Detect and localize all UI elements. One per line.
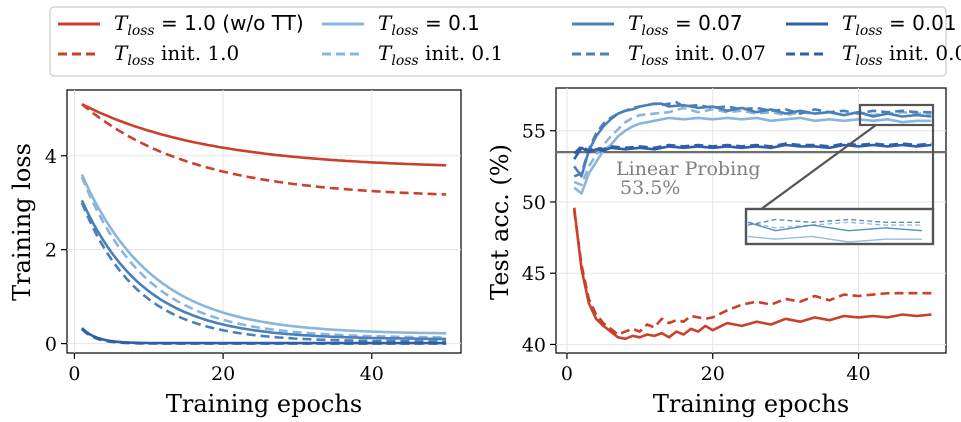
left-series bbox=[80, 102, 447, 345]
y-tick-label: 4 bbox=[45, 146, 57, 168]
zoom-source-box bbox=[858, 103, 935, 127]
x-tick-label: 20 bbox=[211, 363, 235, 385]
legend-label: Tloss init. 0.07 bbox=[628, 41, 766, 69]
legend-item-red_solid: Tloss = 1.0 (w/o TT) bbox=[58, 11, 304, 39]
zoom-connector-left bbox=[759, 124, 877, 211]
series-line bbox=[80, 199, 447, 341]
y-tick-label: 0 bbox=[45, 334, 57, 356]
legend-label: Tloss init. 0.01 bbox=[842, 41, 961, 69]
legend-item-c01_solid: Tloss = 0.1 bbox=[322, 11, 480, 39]
legend-item-c001_solid: Tloss = 0.01 bbox=[786, 11, 957, 39]
left-plot-frame bbox=[66, 89, 462, 354]
left-grid bbox=[67, 90, 461, 353]
legend-label: Tloss = 0.07 bbox=[628, 11, 743, 39]
legend-item-c001_dash: Tloss init. 0.01 bbox=[786, 41, 961, 69]
x-tick-label: 0 bbox=[561, 363, 573, 385]
series-line bbox=[81, 102, 447, 167]
series-line bbox=[573, 100, 932, 178]
zoom-series-line bbox=[747, 221, 922, 229]
x-tick-label: 40 bbox=[846, 363, 870, 385]
legend-item-c007_dash: Tloss init. 0.07 bbox=[572, 41, 766, 69]
right-panel: Linear Probing 53.5% 0 20 40 40 45 50 55 Trai… bbox=[486, 87, 947, 418]
series-line bbox=[80, 202, 447, 343]
x-tick-label: 40 bbox=[360, 363, 384, 385]
legend-label: Tloss = 0.01 bbox=[842, 11, 957, 39]
x-tick-label: 20 bbox=[701, 363, 725, 385]
zoom-inset-series bbox=[747, 218, 922, 243]
y-tick-label: 50 bbox=[522, 192, 546, 214]
x-tick-label: 0 bbox=[68, 363, 80, 385]
zoom-inset bbox=[744, 207, 935, 246]
series-line bbox=[573, 143, 932, 160]
series-line bbox=[572, 210, 932, 336]
y-tick-label: 55 bbox=[522, 121, 546, 143]
linear-probing-value: 53.5% bbox=[620, 177, 680, 199]
left-x-axis: 0 20 40 bbox=[68, 353, 384, 385]
series-line bbox=[572, 207, 932, 341]
series-line bbox=[80, 173, 447, 335]
y-tick-label: 40 bbox=[522, 334, 546, 356]
right-y-axis: 40 45 50 55 bbox=[522, 121, 556, 356]
right-x-label: Training epochs bbox=[653, 390, 849, 418]
right-x-axis: 0 20 40 bbox=[561, 353, 871, 385]
legend: Tloss = 1.0 (w/o TT)Tloss init. 1.0 Tloss… bbox=[49, 6, 961, 77]
series-line bbox=[81, 328, 447, 345]
series-line bbox=[81, 103, 447, 196]
legend-item-red_dash: Tloss init. 1.0 bbox=[58, 41, 239, 69]
series-line bbox=[573, 142, 932, 155]
legend-label: Tloss = 0.1 bbox=[378, 11, 480, 39]
left-panel: 0 20 40 0 2 4 Training epochs Training loss bbox=[8, 89, 462, 418]
right-grid bbox=[556, 88, 946, 353]
legend-item-c007_solid: Tloss = 0.07 bbox=[572, 11, 743, 39]
zoom-series-line bbox=[747, 235, 922, 243]
zoom-series-line bbox=[747, 218, 922, 226]
left-y-label: Training loss bbox=[8, 143, 36, 301]
y-tick-label: 45 bbox=[522, 263, 546, 285]
legend-label: Tloss = 1.0 (w/o TT) bbox=[114, 11, 304, 39]
zoom-series-line bbox=[747, 221, 922, 232]
legend-item-c01_dash: Tloss init. 0.1 bbox=[322, 41, 503, 69]
right-y-label: Test acc. (%) bbox=[486, 144, 514, 300]
legend-frame bbox=[49, 6, 947, 77]
legend-label: Tloss init. 0.1 bbox=[378, 41, 503, 69]
legend-label: Tloss init. 1.0 bbox=[114, 41, 239, 69]
left-y-axis: 0 2 4 bbox=[45, 146, 67, 356]
left-x-label: Training epochs bbox=[166, 390, 362, 418]
linear-probing-label: Linear Probing bbox=[616, 158, 761, 180]
y-tick-label: 2 bbox=[45, 240, 57, 262]
right-plot-frame bbox=[555, 87, 947, 354]
series-line bbox=[80, 176, 447, 339]
